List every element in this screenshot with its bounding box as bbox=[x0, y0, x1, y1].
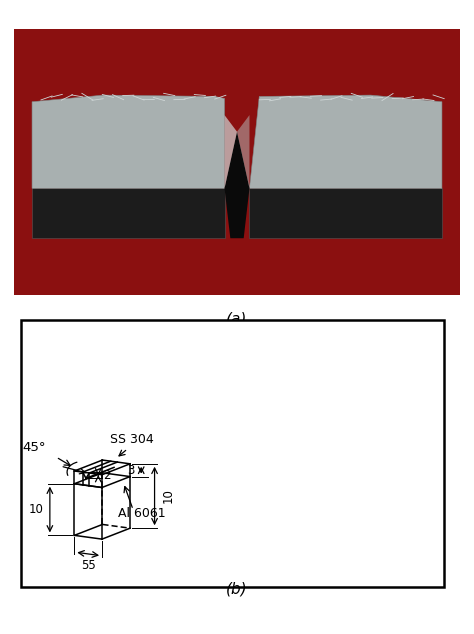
Polygon shape bbox=[249, 188, 442, 238]
Text: 10: 10 bbox=[28, 503, 43, 516]
FancyBboxPatch shape bbox=[21, 320, 444, 587]
Polygon shape bbox=[225, 132, 249, 188]
Text: (b): (b) bbox=[226, 581, 248, 596]
Polygon shape bbox=[237, 115, 249, 188]
Text: 2: 2 bbox=[104, 469, 111, 482]
Text: (a): (a) bbox=[226, 311, 248, 327]
Text: SS 304: SS 304 bbox=[110, 432, 154, 446]
Polygon shape bbox=[32, 188, 225, 238]
Polygon shape bbox=[225, 132, 249, 238]
Text: 45°: 45° bbox=[22, 441, 46, 454]
Polygon shape bbox=[249, 95, 442, 188]
Text: Al 6061: Al 6061 bbox=[118, 507, 166, 520]
Polygon shape bbox=[225, 115, 237, 188]
Text: 3: 3 bbox=[127, 463, 135, 477]
Polygon shape bbox=[32, 95, 225, 188]
Text: 55: 55 bbox=[81, 559, 96, 571]
Text: 10: 10 bbox=[161, 489, 174, 503]
